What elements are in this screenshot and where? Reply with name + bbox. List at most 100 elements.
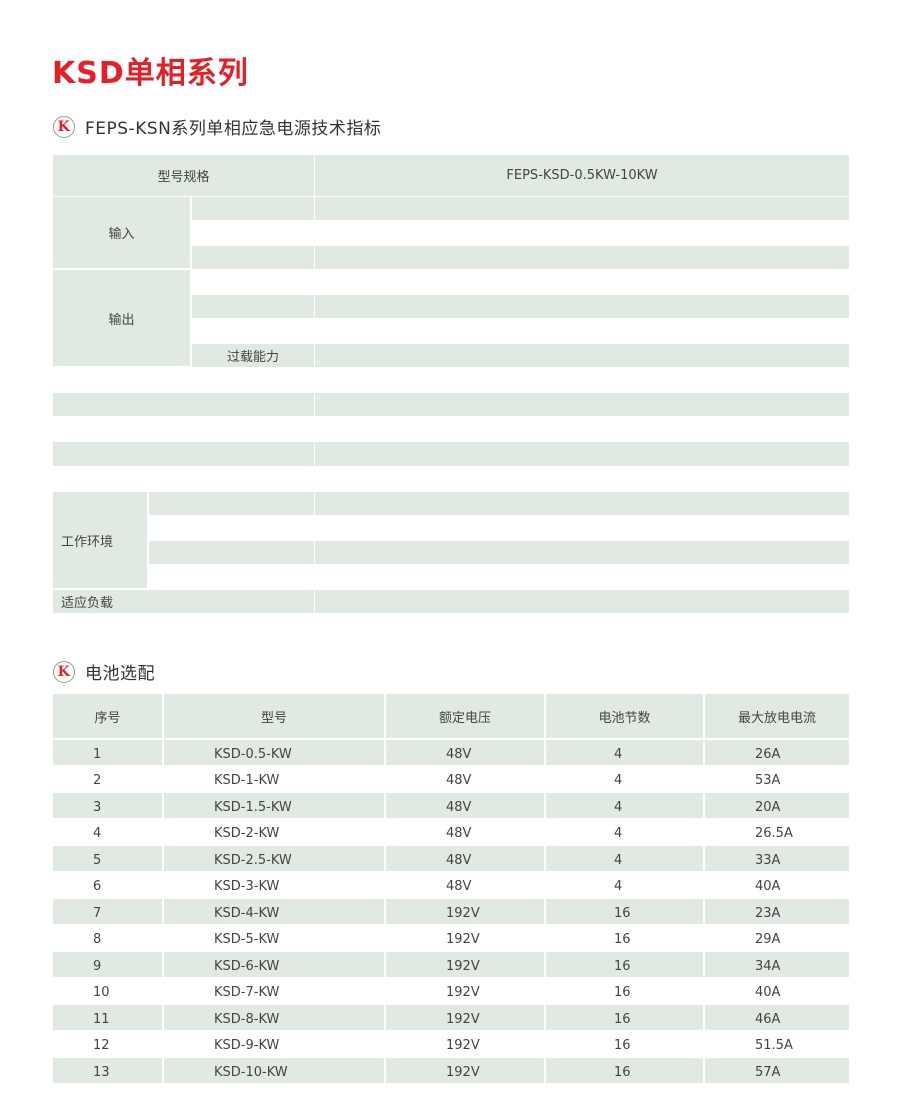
spec-environment-label: 工作环境 (53, 492, 147, 588)
column-header: 电池节数 (545, 694, 705, 740)
table-cell: 4 (545, 765, 705, 793)
table-cell: 23A (704, 898, 849, 926)
table-cell: 4 (545, 739, 705, 767)
k-logo-icon: K (53, 115, 75, 138)
table-cell: 4 (545, 818, 705, 846)
spec-value-cell (315, 270, 849, 294)
spec-value-cell (315, 393, 849, 416)
spec-value-cell (315, 565, 849, 589)
spec-row-cell (53, 467, 314, 491)
table-cell: 192V (385, 924, 546, 952)
table-row: 1 KSD-0.5-KW 48V 4 26A (53, 739, 849, 767)
spec-header-value: FEPS-KSD-0.5KW-10KW (315, 155, 849, 196)
spec-value-cell (315, 492, 849, 515)
k-logo-icon: K (53, 660, 75, 683)
spec-value-cell (315, 221, 849, 245)
column-header: 型号 (163, 694, 386, 740)
table-cell: 9 (53, 951, 164, 979)
spec-sub-cell (192, 319, 314, 343)
spec-value-cell (315, 467, 849, 491)
table-cell: 26.5A (704, 818, 849, 846)
table-cell: KSD-9-KW (163, 1030, 386, 1058)
spec-value-cell (315, 516, 849, 540)
table-cell: 16 (545, 951, 705, 979)
spec-value-cell (315, 417, 849, 441)
table-cell: 8 (53, 924, 164, 952)
table-cell: 40A (704, 977, 849, 1005)
table-cell: 192V (385, 977, 546, 1005)
table-cell: KSD-4-KW (163, 898, 386, 926)
spec-sub-cell (192, 197, 314, 220)
column-header: 最大放电电流 (704, 694, 849, 740)
table-cell: 57A (704, 1057, 849, 1085)
table-cell: 16 (545, 924, 705, 952)
spec-value-cell (315, 246, 849, 269)
page-title: KSD单相系列 (52, 56, 249, 91)
table-cell: 4 (53, 818, 164, 846)
table-cell: 13 (53, 1057, 164, 1085)
table-cell: 29A (704, 924, 849, 952)
table-cell: 4 (545, 845, 705, 873)
table-cell: 34A (704, 951, 849, 979)
table-cell: 53A (704, 765, 849, 793)
table-cell: 48V (385, 792, 546, 820)
table-cell: 16 (545, 1004, 705, 1032)
table-cell: 192V (385, 1030, 546, 1058)
table-cell: 33A (704, 845, 849, 873)
spec-sub-cell (149, 541, 314, 564)
battery-table: 序号 型号 额定电压 电池节数 最大放电电流 1 KSD-0.5-KW 48V 4 26A 2 KS… (53, 694, 849, 1085)
table-cell: 10 (53, 977, 164, 1005)
spec-value-cell (315, 368, 849, 392)
column-header: 额定电压 (385, 694, 546, 740)
table-cell: 7 (53, 898, 164, 926)
spec-value-cell (315, 319, 849, 343)
spec-header-label: 型号规格 (53, 155, 314, 196)
table-cell: 192V (385, 1057, 546, 1085)
table-row: 5 KSD-2.5-KW 48V 4 33A (53, 845, 849, 873)
table-cell: KSD-5-KW (163, 924, 386, 952)
table-cell: 51.5A (704, 1030, 849, 1058)
table-row: 12 KSD-9-KW 192V 16 51.5A (53, 1030, 849, 1058)
table-cell: 46A (704, 1004, 849, 1032)
table-cell: 16 (545, 977, 705, 1005)
spec-value-cell (315, 442, 849, 466)
table-cell: KSD-0.5-KW (163, 739, 386, 767)
table-cell: KSD-3-KW (163, 871, 386, 899)
table-cell: 192V (385, 1004, 546, 1032)
spec-value-cell (315, 590, 849, 613)
table-cell: 5 (53, 845, 164, 873)
table-cell: 12 (53, 1030, 164, 1058)
table-cell: 1 (53, 739, 164, 767)
table-cell: KSD-6-KW (163, 951, 386, 979)
table-cell: KSD-8-KW (163, 1004, 386, 1032)
table-cell: 16 (545, 1057, 705, 1085)
table-cell: 16 (545, 1030, 705, 1058)
spec-sub-cell: 过载能力 (192, 344, 314, 367)
table-cell: KSD-7-KW (163, 977, 386, 1005)
spec-sub-cell (149, 492, 314, 515)
table-cell: 16 (545, 898, 705, 926)
table-cell: KSD-1.5-KW (163, 792, 386, 820)
spec-sub-cell (149, 516, 314, 540)
table-cell: 4 (545, 792, 705, 820)
table-cell: KSD-2.5-KW (163, 845, 386, 873)
table-row: 6 KSD-3-KW 48V 4 40A (53, 871, 849, 899)
spec-heading-text: FEPS-KSN系列单相应急电源技术指标 (85, 119, 382, 139)
spec-sub-cell (192, 270, 314, 294)
table-row: 8 KSD-5-KW 192V 16 29A (53, 924, 849, 952)
spec-value-cell (315, 541, 849, 564)
spec-section-heading: K FEPS-KSN系列单相应急电源技术指标 (53, 114, 381, 139)
spec-sub-cell (192, 246, 314, 269)
table-cell: 48V (385, 818, 546, 846)
table-cell: 40A (704, 871, 849, 899)
table-row: 13 KSD-10-KW 192V 16 57A (53, 1057, 849, 1085)
table-cell: 6 (53, 871, 164, 899)
spec-value-cell (315, 295, 849, 318)
battery-heading-text: 电池选配 (85, 664, 155, 684)
table-cell: 4 (545, 871, 705, 899)
table-row: 9 KSD-6-KW 192V 16 34A (53, 951, 849, 979)
table-cell: 48V (385, 845, 546, 873)
table-cell: KSD-2-KW (163, 818, 386, 846)
spec-value-cell (315, 197, 849, 220)
spec-row-cell (53, 368, 314, 392)
